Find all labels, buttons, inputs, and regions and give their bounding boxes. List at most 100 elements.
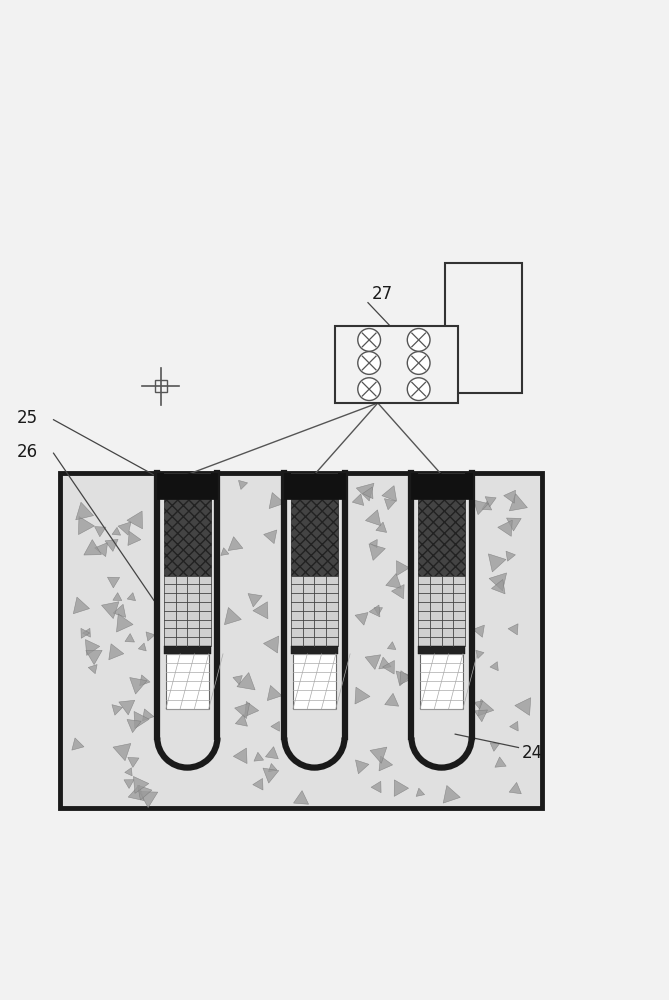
- Polygon shape: [386, 574, 401, 588]
- Polygon shape: [124, 768, 132, 776]
- Polygon shape: [82, 628, 90, 637]
- Polygon shape: [233, 748, 247, 764]
- Polygon shape: [233, 676, 242, 685]
- Polygon shape: [370, 747, 387, 763]
- Polygon shape: [506, 551, 515, 561]
- Polygon shape: [81, 628, 90, 638]
- Polygon shape: [504, 490, 516, 503]
- Text: 26: 26: [17, 443, 38, 461]
- Bar: [291, 576, 338, 646]
- Polygon shape: [263, 768, 279, 783]
- Polygon shape: [239, 480, 248, 489]
- Polygon shape: [269, 493, 284, 509]
- Polygon shape: [396, 671, 411, 686]
- Polygon shape: [86, 650, 102, 665]
- Polygon shape: [474, 701, 482, 709]
- Circle shape: [358, 329, 381, 351]
- Polygon shape: [127, 511, 142, 529]
- Polygon shape: [113, 743, 131, 761]
- Polygon shape: [488, 554, 506, 572]
- Polygon shape: [84, 540, 102, 555]
- Polygon shape: [383, 660, 395, 674]
- Circle shape: [407, 352, 430, 374]
- Polygon shape: [357, 483, 374, 501]
- Polygon shape: [138, 785, 152, 800]
- Polygon shape: [355, 687, 370, 704]
- Polygon shape: [266, 747, 278, 759]
- Bar: [420, 654, 463, 709]
- Polygon shape: [355, 760, 369, 774]
- Polygon shape: [363, 487, 373, 499]
- Polygon shape: [248, 594, 262, 607]
- Polygon shape: [482, 501, 492, 510]
- Polygon shape: [294, 791, 308, 804]
- Polygon shape: [128, 785, 144, 801]
- Text: 27: 27: [371, 285, 393, 303]
- Polygon shape: [142, 709, 154, 721]
- Polygon shape: [385, 693, 399, 706]
- Polygon shape: [370, 539, 377, 548]
- Bar: [411, 473, 472, 499]
- Polygon shape: [102, 602, 119, 619]
- Polygon shape: [492, 579, 505, 594]
- Bar: [291, 473, 338, 737]
- Polygon shape: [490, 743, 499, 751]
- Polygon shape: [134, 711, 149, 728]
- Bar: [284, 473, 345, 499]
- Polygon shape: [146, 632, 155, 641]
- Circle shape: [358, 378, 381, 401]
- Polygon shape: [387, 642, 396, 650]
- Bar: [291, 499, 338, 576]
- Bar: [157, 473, 217, 499]
- Polygon shape: [130, 678, 147, 694]
- Polygon shape: [444, 785, 460, 803]
- Polygon shape: [382, 486, 397, 501]
- Polygon shape: [379, 657, 391, 669]
- Polygon shape: [108, 577, 120, 588]
- Polygon shape: [391, 585, 404, 599]
- Polygon shape: [515, 698, 531, 715]
- Polygon shape: [94, 543, 108, 557]
- Polygon shape: [264, 530, 277, 544]
- Bar: [164, 646, 211, 654]
- Wedge shape: [291, 737, 338, 761]
- Polygon shape: [76, 502, 94, 520]
- Polygon shape: [498, 520, 512, 536]
- Polygon shape: [473, 625, 484, 637]
- Polygon shape: [112, 527, 120, 535]
- Bar: [155, 380, 167, 392]
- Polygon shape: [489, 573, 506, 591]
- Polygon shape: [254, 752, 264, 761]
- Polygon shape: [124, 780, 134, 788]
- Polygon shape: [271, 721, 280, 731]
- Polygon shape: [490, 662, 498, 671]
- Polygon shape: [245, 701, 259, 717]
- Polygon shape: [86, 640, 100, 655]
- Bar: [164, 499, 211, 576]
- Polygon shape: [253, 778, 263, 790]
- Polygon shape: [379, 756, 393, 771]
- Circle shape: [407, 329, 430, 351]
- Bar: [60, 473, 542, 808]
- Polygon shape: [508, 624, 518, 635]
- Polygon shape: [140, 792, 158, 808]
- Polygon shape: [138, 643, 147, 651]
- Bar: [293, 654, 336, 709]
- Polygon shape: [140, 675, 150, 686]
- Polygon shape: [88, 665, 97, 674]
- Polygon shape: [105, 539, 118, 551]
- Bar: [445, 263, 522, 393]
- Polygon shape: [474, 710, 488, 722]
- Polygon shape: [119, 700, 134, 715]
- Polygon shape: [365, 510, 381, 526]
- Polygon shape: [385, 499, 396, 510]
- Polygon shape: [485, 497, 496, 507]
- Polygon shape: [509, 494, 527, 511]
- Bar: [418, 576, 465, 646]
- Polygon shape: [353, 494, 364, 505]
- Bar: [291, 646, 338, 654]
- Polygon shape: [476, 650, 484, 659]
- Polygon shape: [116, 614, 133, 632]
- Text: 25: 25: [17, 409, 38, 427]
- Bar: [166, 654, 209, 709]
